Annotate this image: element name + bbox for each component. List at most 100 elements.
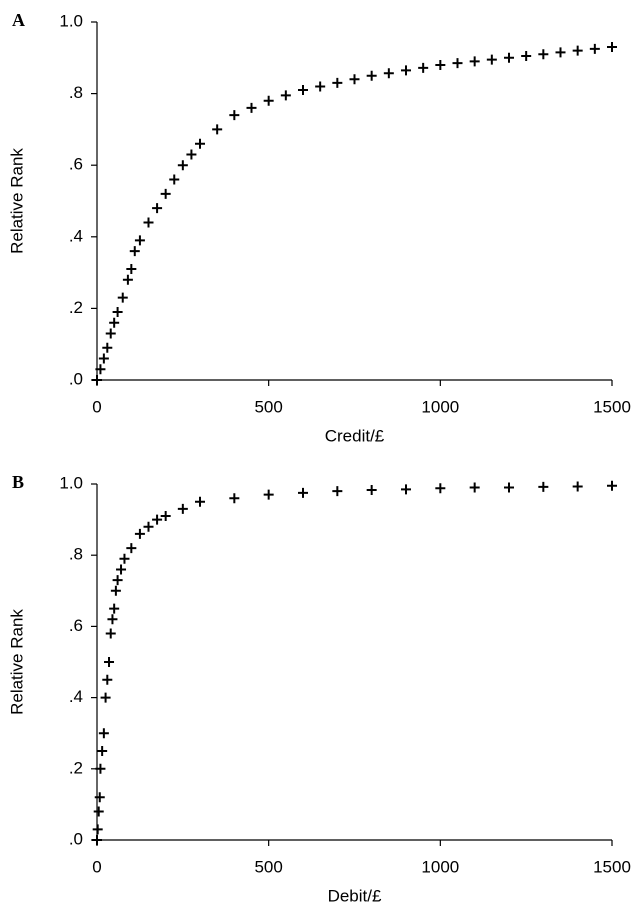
x-axis-label: Debit/£ (328, 886, 382, 905)
point (177, 503, 188, 514)
point (229, 493, 240, 504)
x-tick-label: 1000 (421, 857, 459, 876)
point (195, 138, 205, 149)
point (98, 728, 109, 739)
point (298, 85, 308, 96)
point (129, 246, 140, 257)
x-tick-label: 1500 (593, 397, 631, 416)
point (95, 364, 106, 375)
point (486, 54, 497, 65)
point (116, 564, 127, 575)
point (104, 657, 115, 667)
point (134, 528, 145, 539)
point (112, 575, 123, 586)
point (152, 203, 163, 214)
point (160, 511, 171, 522)
point (212, 124, 223, 135)
point (263, 489, 274, 500)
y-tick-label: .8 (69, 83, 83, 102)
point (107, 614, 118, 625)
x-tick-label: 500 (254, 857, 282, 876)
y-tick-label: .4 (69, 226, 83, 245)
point (572, 481, 583, 492)
point (92, 824, 103, 835)
point (401, 65, 411, 76)
point (92, 835, 102, 845)
point (349, 74, 360, 85)
point (109, 603, 120, 614)
point (315, 81, 326, 92)
panel-label: A (12, 10, 25, 30)
point (538, 49, 549, 60)
point (607, 42, 617, 53)
y-tick-label: .2 (69, 758, 83, 777)
point (122, 274, 133, 285)
point (435, 59, 446, 70)
point (298, 487, 308, 498)
y-tick-label: .4 (69, 687, 83, 706)
y-tick-label: .2 (69, 298, 83, 317)
point (117, 292, 128, 303)
point (195, 496, 205, 507)
point (504, 482, 514, 493)
y-tick-label: .8 (69, 545, 83, 564)
point (383, 68, 394, 79)
point (105, 628, 116, 639)
point (126, 543, 137, 554)
x-tick-label: 0 (92, 397, 101, 416)
point (521, 51, 532, 62)
point (263, 95, 274, 106)
y-axis-label: Relative Rank (7, 609, 26, 715)
point (607, 480, 617, 491)
panel-label: B (12, 472, 24, 492)
y-tick-label: .0 (69, 829, 83, 848)
point (280, 90, 291, 101)
point (469, 482, 480, 493)
point (95, 763, 106, 774)
y-tick-label: 1.0 (59, 11, 83, 30)
point (246, 102, 257, 113)
y-tick-label: .0 (69, 369, 83, 388)
point (92, 375, 102, 385)
point (169, 174, 180, 185)
point (102, 674, 113, 685)
y-axis-label: Relative Rank (7, 148, 26, 254)
point (98, 353, 109, 364)
point (112, 306, 123, 317)
x-tick-label: 1000 (421, 397, 459, 416)
x-axis-label: Credit/£ (325, 426, 385, 445)
point (143, 521, 154, 532)
point (94, 792, 105, 803)
point (452, 58, 463, 69)
x-tick-label: 0 (92, 857, 101, 876)
point (177, 160, 188, 171)
point (229, 110, 240, 121)
point (366, 485, 377, 496)
point (572, 45, 583, 56)
x-tick-label: 500 (254, 397, 282, 416)
point (105, 328, 116, 339)
point (538, 481, 549, 492)
point (110, 585, 121, 596)
point (418, 62, 429, 73)
point (589, 43, 600, 54)
point (126, 264, 137, 275)
point (401, 484, 411, 495)
point (152, 514, 163, 525)
point (469, 56, 480, 67)
point (97, 746, 108, 756)
point (435, 483, 446, 494)
point (160, 188, 171, 199)
point (93, 806, 104, 817)
point (332, 77, 343, 88)
y-tick-label: .6 (69, 616, 83, 635)
x-tick-label: 1500 (593, 857, 631, 876)
point (109, 317, 120, 328)
point (102, 342, 113, 353)
point (555, 47, 566, 58)
point (186, 149, 197, 160)
y-tick-label: .6 (69, 155, 83, 174)
point (134, 235, 145, 246)
y-tick-label: 1.0 (59, 473, 83, 492)
point (332, 486, 343, 497)
